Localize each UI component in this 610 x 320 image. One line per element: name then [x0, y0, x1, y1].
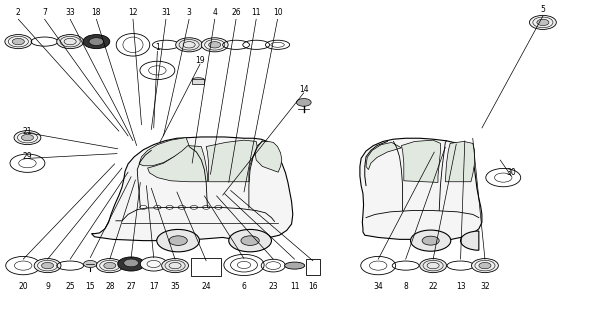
Circle shape	[140, 205, 147, 209]
Polygon shape	[148, 146, 207, 182]
Circle shape	[166, 205, 173, 209]
Polygon shape	[255, 141, 282, 172]
Polygon shape	[92, 137, 293, 242]
Circle shape	[140, 257, 167, 271]
Text: 33: 33	[65, 8, 75, 17]
Circle shape	[176, 38, 203, 52]
Circle shape	[83, 35, 110, 49]
Circle shape	[104, 262, 116, 269]
Circle shape	[201, 38, 228, 52]
FancyBboxPatch shape	[192, 79, 204, 84]
Text: 27: 27	[126, 282, 136, 291]
Text: 34: 34	[373, 282, 383, 291]
Circle shape	[209, 42, 221, 48]
Text: 18: 18	[92, 8, 101, 17]
Circle shape	[529, 15, 556, 29]
Circle shape	[5, 35, 32, 49]
Text: 35: 35	[170, 282, 180, 291]
Text: 12: 12	[128, 8, 138, 17]
Text: 17: 17	[149, 282, 159, 291]
Text: 14: 14	[299, 85, 309, 94]
Ellipse shape	[192, 78, 204, 81]
Circle shape	[34, 259, 61, 273]
Circle shape	[169, 236, 187, 245]
Circle shape	[89, 38, 104, 45]
Text: 28: 28	[105, 282, 115, 291]
Polygon shape	[206, 140, 257, 182]
Circle shape	[296, 99, 311, 106]
Circle shape	[411, 230, 451, 251]
Circle shape	[118, 257, 145, 271]
Text: 32: 32	[480, 282, 490, 291]
Circle shape	[84, 260, 97, 268]
Text: 6: 6	[242, 282, 246, 291]
Ellipse shape	[284, 262, 305, 269]
Circle shape	[154, 205, 161, 209]
Text: 13: 13	[456, 282, 465, 291]
Text: 2: 2	[16, 8, 21, 17]
Circle shape	[12, 38, 24, 45]
Circle shape	[96, 259, 123, 273]
Text: 29: 29	[23, 152, 32, 161]
Text: 16: 16	[308, 282, 318, 291]
Text: 19: 19	[195, 56, 205, 65]
Text: 11: 11	[251, 8, 261, 17]
Circle shape	[57, 35, 84, 49]
Circle shape	[157, 229, 199, 252]
Circle shape	[41, 262, 54, 269]
Text: 9: 9	[45, 282, 50, 291]
Circle shape	[472, 259, 498, 273]
Circle shape	[190, 205, 198, 209]
Circle shape	[178, 205, 185, 209]
Circle shape	[229, 229, 271, 252]
Text: 1: 1	[155, 44, 160, 52]
Circle shape	[124, 259, 138, 267]
Text: 11: 11	[290, 282, 300, 291]
Text: 23: 23	[268, 282, 278, 291]
Text: 7: 7	[42, 8, 47, 17]
Circle shape	[241, 236, 259, 245]
Polygon shape	[401, 140, 440, 182]
Circle shape	[21, 134, 34, 141]
Wedge shape	[461, 231, 479, 250]
Circle shape	[422, 236, 439, 245]
Text: 21: 21	[23, 127, 32, 136]
Polygon shape	[445, 141, 475, 182]
Text: 25: 25	[65, 282, 75, 291]
Text: 10: 10	[273, 8, 282, 17]
Text: 31: 31	[161, 8, 171, 17]
Text: 4: 4	[212, 8, 217, 17]
Text: 24: 24	[201, 282, 211, 291]
Text: 15: 15	[85, 282, 95, 291]
Text: 5: 5	[540, 5, 545, 14]
Polygon shape	[360, 138, 482, 242]
Circle shape	[420, 259, 447, 273]
Polygon shape	[139, 138, 189, 166]
Text: 3: 3	[187, 8, 192, 17]
Text: 22: 22	[428, 282, 438, 291]
Text: 26: 26	[231, 8, 241, 17]
Text: 30: 30	[506, 168, 516, 177]
Circle shape	[203, 205, 210, 209]
Text: 20: 20	[18, 282, 28, 291]
Polygon shape	[366, 142, 401, 170]
Circle shape	[162, 259, 188, 273]
Text: 8: 8	[403, 282, 408, 291]
Circle shape	[479, 262, 491, 269]
Circle shape	[14, 131, 41, 145]
Circle shape	[537, 19, 549, 26]
Circle shape	[215, 205, 222, 209]
